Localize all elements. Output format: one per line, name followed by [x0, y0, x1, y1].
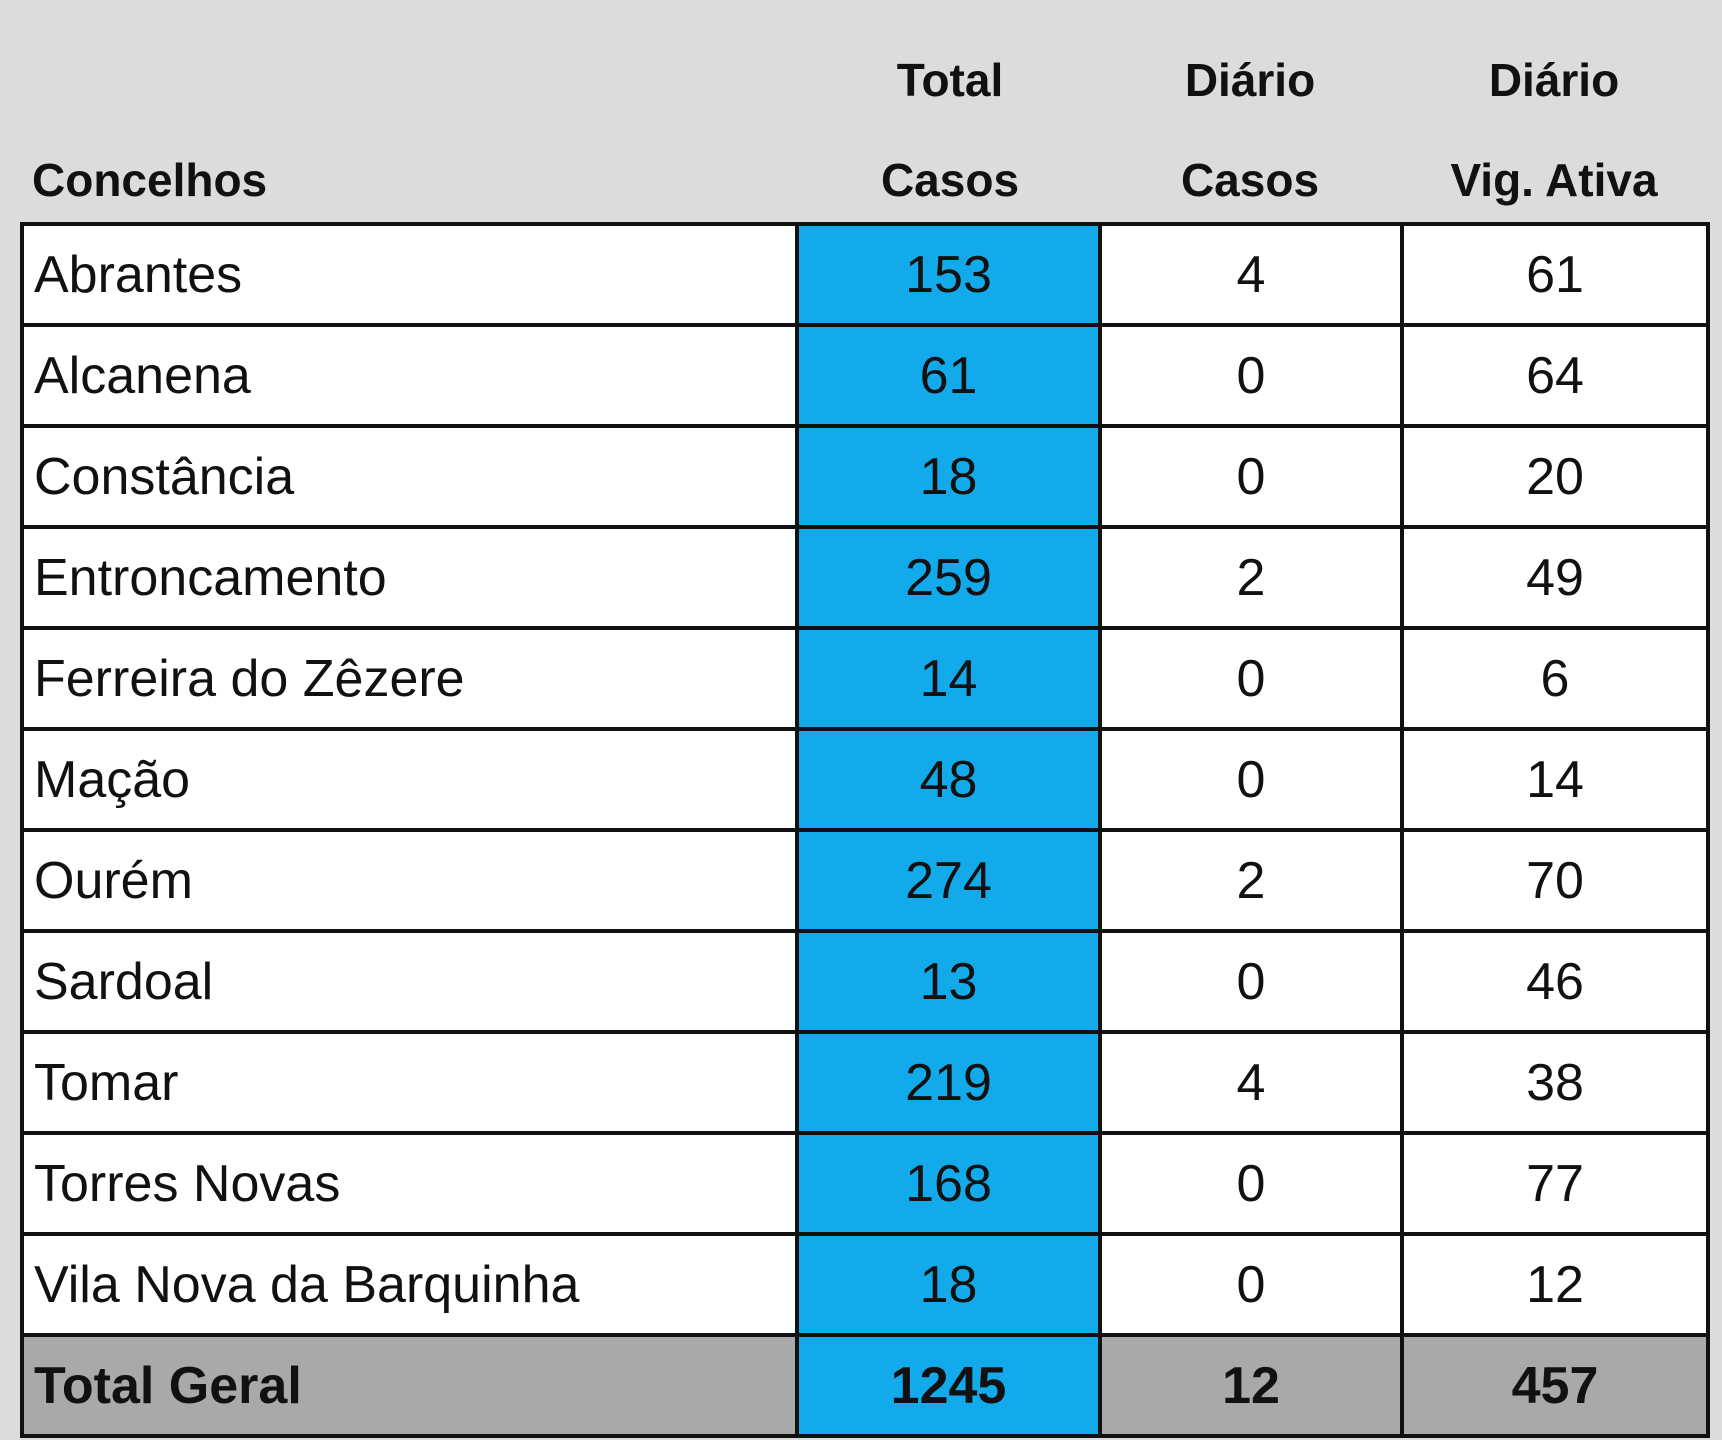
- total-casos-cell: 168: [795, 1131, 1102, 1236]
- diario-casos-cell: 0: [1098, 1232, 1404, 1337]
- table-row: Sardoal 13 0 46: [20, 929, 1710, 1034]
- total-casos-cell: 61: [795, 323, 1102, 428]
- concelho-cell: Ferreira do Zêzere: [20, 626, 799, 731]
- total-casos-cell: 14: [795, 626, 1102, 731]
- diario-casos-cell: 0: [1098, 424, 1404, 529]
- total-casos-cell: 274: [795, 828, 1102, 933]
- concelho-cell: Entroncamento: [20, 525, 799, 630]
- table-row: Vila Nova da Barquinha 18 0 12: [20, 1232, 1710, 1337]
- diario-vig-ativa-cell: 49: [1400, 525, 1710, 630]
- diario-casos-cell: 0: [1098, 727, 1404, 832]
- diario-casos-cell: 2: [1098, 525, 1404, 630]
- total-casos-cell: 153: [795, 222, 1102, 327]
- total-casos-cell: 18: [795, 1232, 1102, 1337]
- table-row: Torres Novas 168 0 77: [20, 1131, 1710, 1236]
- diario-casos-cell: 4: [1098, 222, 1404, 327]
- table-header: Concelhos Total Casos Diário Casos Diári…: [0, 0, 1722, 220]
- table-row: Entroncamento 259 2 49: [20, 525, 1710, 630]
- concelho-cell: Sardoal: [20, 929, 799, 1034]
- total-total-casos-cell: 1245: [795, 1333, 1102, 1438]
- table-row: Ferreira do Zêzere 14 0 6: [20, 626, 1710, 731]
- table-body: Abrantes 153 4 61 Alcanena 61 0 64 Constância 18 0…: [20, 222, 1710, 1438]
- header-total-line2: Casos: [880, 154, 1020, 206]
- header-diario-vig-line2: Vig. Ativa: [1450, 154, 1658, 206]
- concelho-cell: Constância: [20, 424, 799, 529]
- diario-casos-cell: 0: [1098, 1131, 1404, 1236]
- total-label-cell: Total Geral: [20, 1333, 799, 1438]
- diario-casos-cell: 0: [1098, 323, 1404, 428]
- concelho-cell: Ourém: [20, 828, 799, 933]
- header-diario-vig-line1: Diário: [1488, 54, 1620, 106]
- header-concelhos: Concelhos: [32, 154, 268, 206]
- diario-vig-ativa-cell: 64: [1400, 323, 1710, 428]
- total-casos-cell: 18: [795, 424, 1102, 529]
- header-total-line1: Total: [896, 54, 1004, 106]
- concelho-cell: Abrantes: [20, 222, 799, 327]
- concelho-cell: Alcanena: [20, 323, 799, 428]
- header-diario-casos-line1: Diário: [1184, 54, 1316, 106]
- header-diario-casos-line2: Casos: [1180, 154, 1320, 206]
- diario-vig-ativa-cell: 20: [1400, 424, 1710, 529]
- table-row: Mação 48 0 14: [20, 727, 1710, 832]
- diario-vig-ativa-cell: 6: [1400, 626, 1710, 731]
- table-row: Alcanena 61 0 64: [20, 323, 1710, 428]
- concelho-cell: Torres Novas: [20, 1131, 799, 1236]
- table-row: Ourém 274 2 70: [20, 828, 1710, 933]
- diario-vig-ativa-cell: 14: [1400, 727, 1710, 832]
- diario-vig-ativa-cell: 38: [1400, 1030, 1710, 1135]
- total-diario-vig-ativa-cell: 457: [1400, 1333, 1710, 1438]
- table-row: Abrantes 153 4 61: [20, 222, 1710, 327]
- diario-vig-ativa-cell: 61: [1400, 222, 1710, 327]
- diario-vig-ativa-cell: 12: [1400, 1232, 1710, 1337]
- diario-casos-cell: 0: [1098, 929, 1404, 1034]
- diario-vig-ativa-cell: 70: [1400, 828, 1710, 933]
- total-casos-cell: 48: [795, 727, 1102, 832]
- total-diario-casos-cell: 12: [1098, 1333, 1404, 1438]
- table-row: Tomar 219 4 38: [20, 1030, 1710, 1135]
- total-row: Total Geral 1245 12 457: [20, 1333, 1710, 1438]
- diario-vig-ativa-cell: 46: [1400, 929, 1710, 1034]
- concelho-cell: Vila Nova da Barquinha: [20, 1232, 799, 1337]
- diario-vig-ativa-cell: 77: [1400, 1131, 1710, 1236]
- concelhos-table: Abrantes 153 4 61 Alcanena 61 0 64 Constância 18 0…: [20, 222, 1710, 1438]
- diario-casos-cell: 0: [1098, 626, 1404, 731]
- diario-casos-cell: 4: [1098, 1030, 1404, 1135]
- total-casos-cell: 13: [795, 929, 1102, 1034]
- total-casos-cell: 259: [795, 525, 1102, 630]
- table-row: Constância 18 0 20: [20, 424, 1710, 529]
- concelho-cell: Mação: [20, 727, 799, 832]
- total-casos-cell: 219: [795, 1030, 1102, 1135]
- diario-casos-cell: 2: [1098, 828, 1404, 933]
- concelho-cell: Tomar: [20, 1030, 799, 1135]
